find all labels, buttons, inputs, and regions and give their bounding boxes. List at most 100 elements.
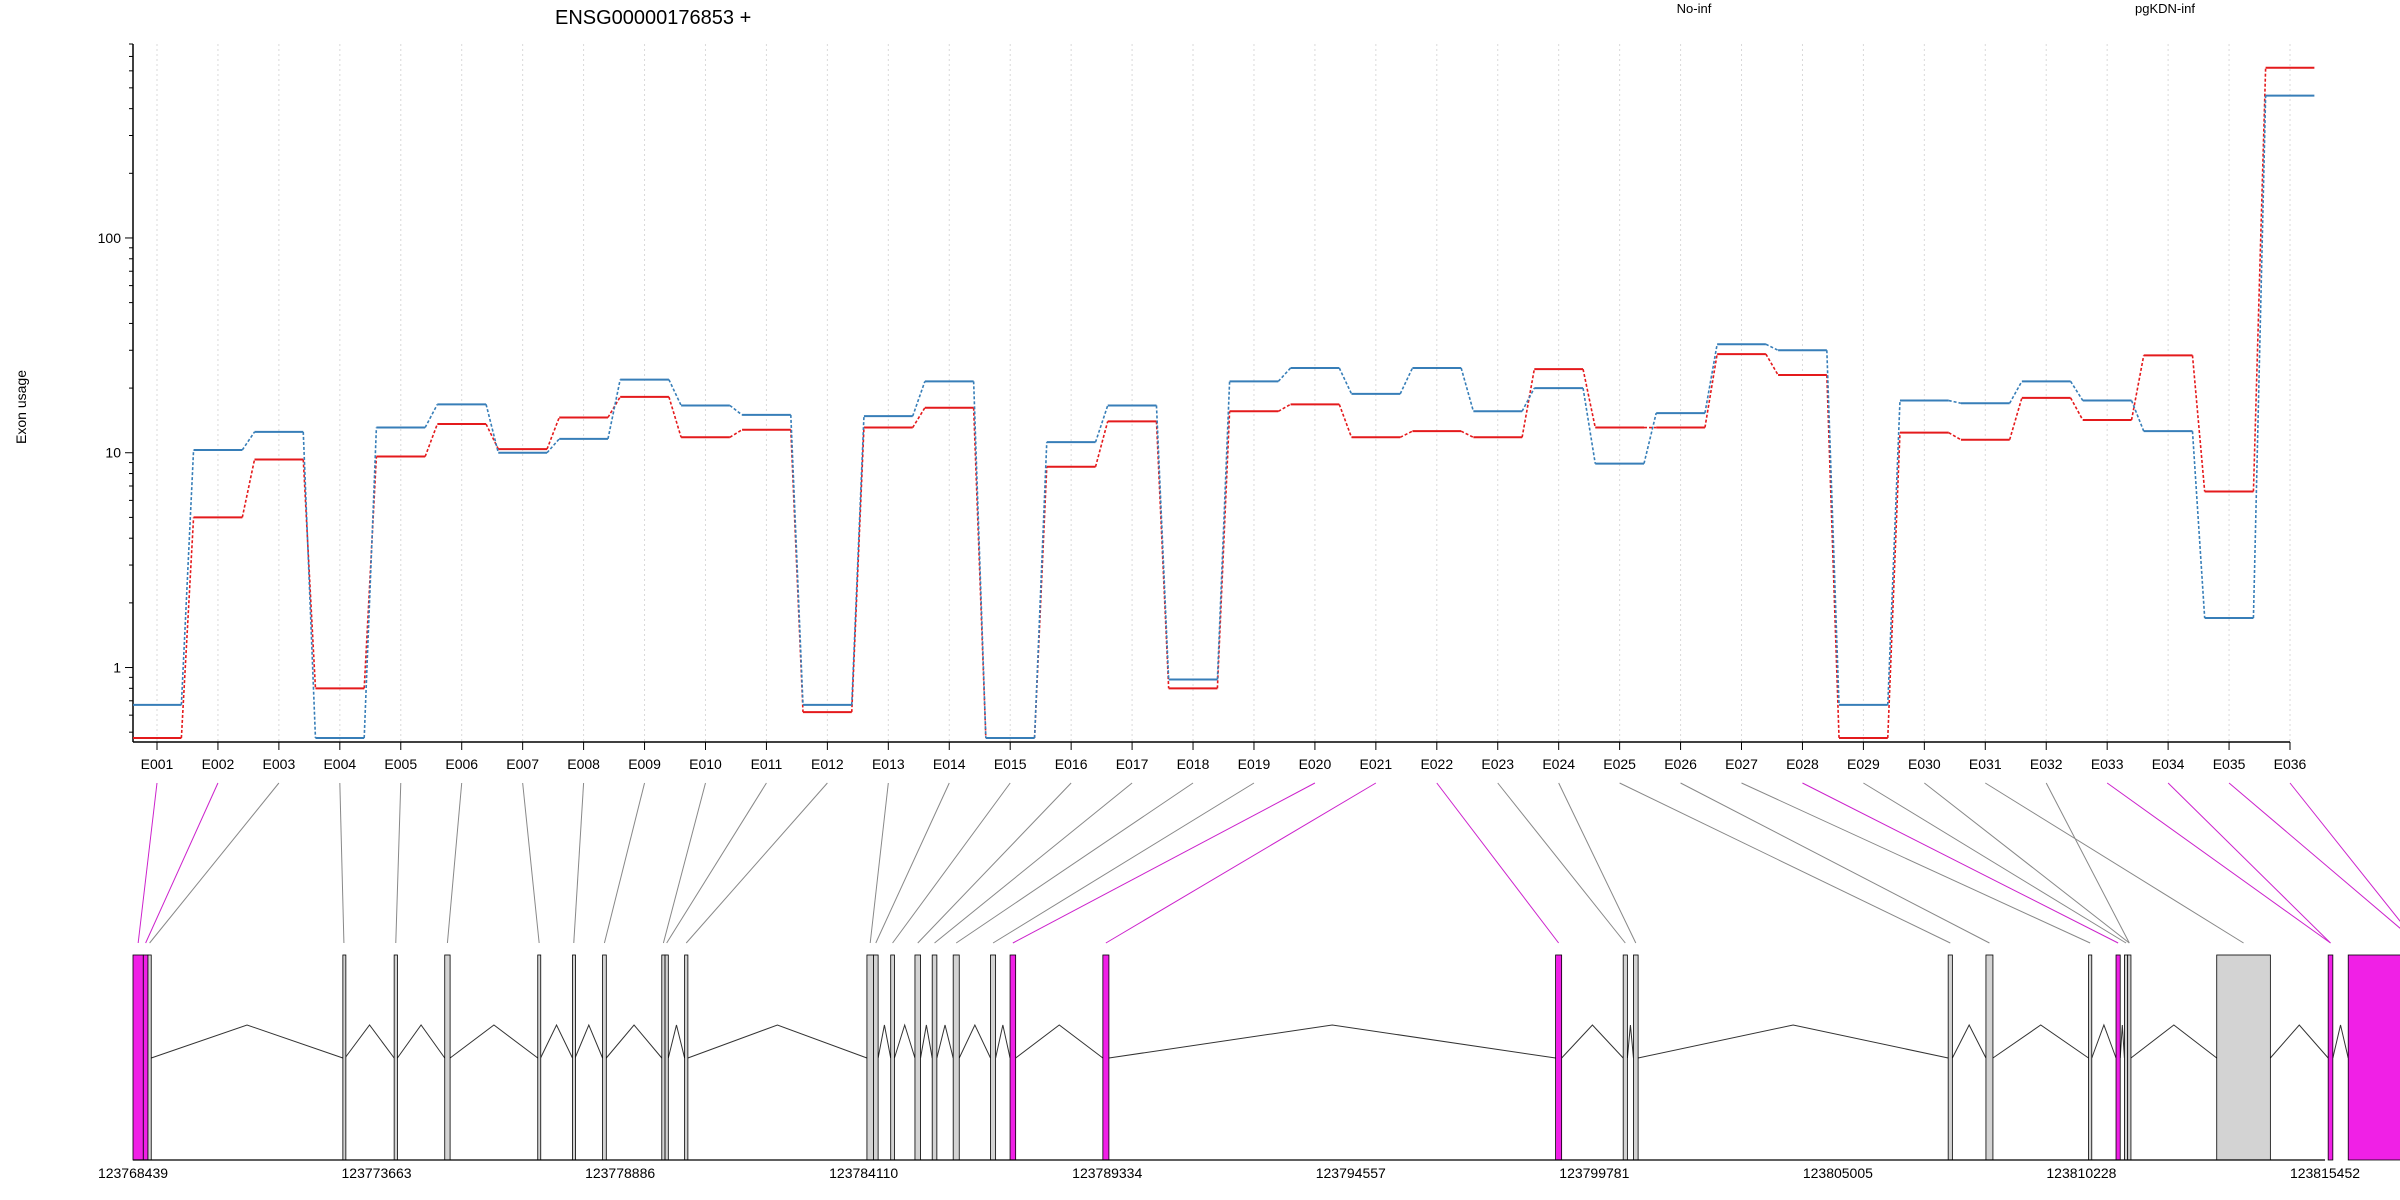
usage-connector-pgkdn-inf (1155, 405, 1170, 680)
exon-connector (869, 782, 889, 944)
exon-block (914, 954, 921, 1161)
exon-label: E033 (2091, 756, 2124, 772)
genomic-coordinate-label: 123799781 (1559, 1165, 1629, 1181)
exon-label: E036 (2274, 756, 2307, 772)
exon-label: E031 (1969, 756, 2002, 772)
usage-connector-no-inf (2130, 355, 2145, 421)
exon-label: E014 (933, 756, 966, 772)
exon-block (1947, 954, 1953, 1161)
intron-line (1108, 1024, 1556, 1059)
exon-block (1633, 954, 1639, 1161)
intron-line (151, 1024, 344, 1059)
usage-connector-no-inf (1704, 353, 1718, 428)
intron-line (344, 1024, 395, 1059)
exon-connector (892, 782, 1011, 944)
usage-connector-no-inf (1521, 369, 1536, 438)
exon-block (2347, 954, 2400, 1161)
intron-line (2119, 1024, 2125, 1059)
usage-connector-pgkdn-inf (850, 416, 865, 705)
intron-line (1992, 1024, 2089, 1059)
exon-connector (1436, 782, 1560, 944)
genomic-coordinate-label: 123768439 (98, 1165, 168, 1181)
exon-connector (934, 782, 1133, 944)
usage-connector-pgkdn-inf (2069, 380, 2084, 401)
usage-connector-pgkdn-inf (790, 414, 804, 705)
usage-connector-pgkdn-inf (485, 404, 500, 453)
usage-connector-no-inf (1155, 421, 1170, 689)
usage-connector-pgkdn-inf (2191, 431, 2206, 619)
exon-block (684, 954, 689, 1161)
exon-label: E006 (445, 756, 478, 772)
intron-line (1951, 1023, 1987, 1059)
usage-connector-no-inf (1826, 375, 1840, 738)
usage-connector-no-inf (241, 459, 256, 518)
exon-block (2127, 954, 2132, 1161)
intron-line (2269, 1024, 2329, 1059)
exon-connector (149, 782, 280, 944)
exon-connector (917, 782, 1072, 944)
usage-connector-no-inf (302, 459, 317, 689)
exon-connector (2045, 782, 2130, 944)
exon-label: E019 (1238, 756, 1271, 772)
usage-connector-pgkdn-inf (972, 381, 987, 738)
series-lines (133, 66, 2315, 739)
usage-connector-pgkdn-inf (2252, 95, 2267, 619)
exon-connector (137, 782, 158, 944)
legend-label-pgkdn-inf: pgKDN-inf (2135, 1, 2195, 16)
exon-label: E028 (1786, 756, 1819, 772)
usage-connector-pgkdn-inf (302, 431, 317, 738)
intron-line (893, 1023, 916, 1059)
connector-lines (137, 782, 2400, 944)
exon-label: E001 (141, 756, 174, 772)
exon-block (931, 954, 938, 1161)
exon-block (147, 954, 152, 1161)
intron-line (1626, 1024, 1634, 1059)
usage-connector-no-inf (912, 407, 926, 428)
usage-connector-pgkdn-inf (1582, 387, 1597, 464)
exon-label: E003 (263, 756, 296, 772)
intron-line (1561, 1024, 1624, 1059)
intron-line (397, 1024, 446, 1059)
exon-label: E017 (1116, 756, 1149, 772)
exon-connector (1802, 782, 2119, 944)
usage-connector-pgkdn-inf (1033, 442, 1048, 738)
genomic-coordinate-label: 123789334 (1072, 1165, 1142, 1181)
exon-block (1622, 954, 1628, 1161)
exon-label: E034 (2152, 756, 2185, 772)
exon-connector (1558, 782, 1637, 944)
intron-line (540, 1023, 573, 1059)
intron-line (2332, 1024, 2349, 1059)
exon-block (866, 954, 874, 1161)
exon-connector (603, 782, 646, 944)
exon-connector (145, 782, 219, 944)
exon-connector (1105, 782, 1377, 944)
exon-connector (1497, 782, 1626, 944)
exon-label: E026 (1664, 756, 1697, 772)
exon-label: E004 (323, 756, 356, 772)
exon-label: E016 (1055, 756, 1088, 772)
exon-connector (955, 782, 1194, 944)
usage-connector-no-inf (1399, 430, 1413, 439)
usage-connector-pgkdn-inf (1094, 405, 1109, 443)
intron-line (877, 1024, 892, 1059)
intron-line (687, 1024, 868, 1059)
exon-block (142, 954, 149, 1161)
genomic-coordinate-label: 123805005 (1803, 1165, 1873, 1181)
exon-connector (875, 782, 950, 944)
exon-label: E008 (567, 756, 600, 772)
usage-connector-no-inf (1460, 430, 1474, 439)
intron-line (449, 1024, 539, 1059)
exon-connector (1924, 782, 2130, 944)
exon-connector (395, 782, 402, 944)
exon-connector (662, 782, 706, 944)
y-tick-label: 1 (113, 660, 121, 676)
intron-line (958, 1023, 991, 1059)
intron-line (1638, 1024, 1949, 1059)
exon-block (2115, 954, 2121, 1161)
intron-line (605, 1024, 663, 1059)
intron-line (2091, 1023, 2117, 1059)
intron-line (936, 1024, 954, 1059)
exon-label: E027 (1725, 756, 1758, 772)
exon-connector (2106, 782, 2331, 944)
genomic-coordinate-label: 123778886 (585, 1165, 655, 1181)
